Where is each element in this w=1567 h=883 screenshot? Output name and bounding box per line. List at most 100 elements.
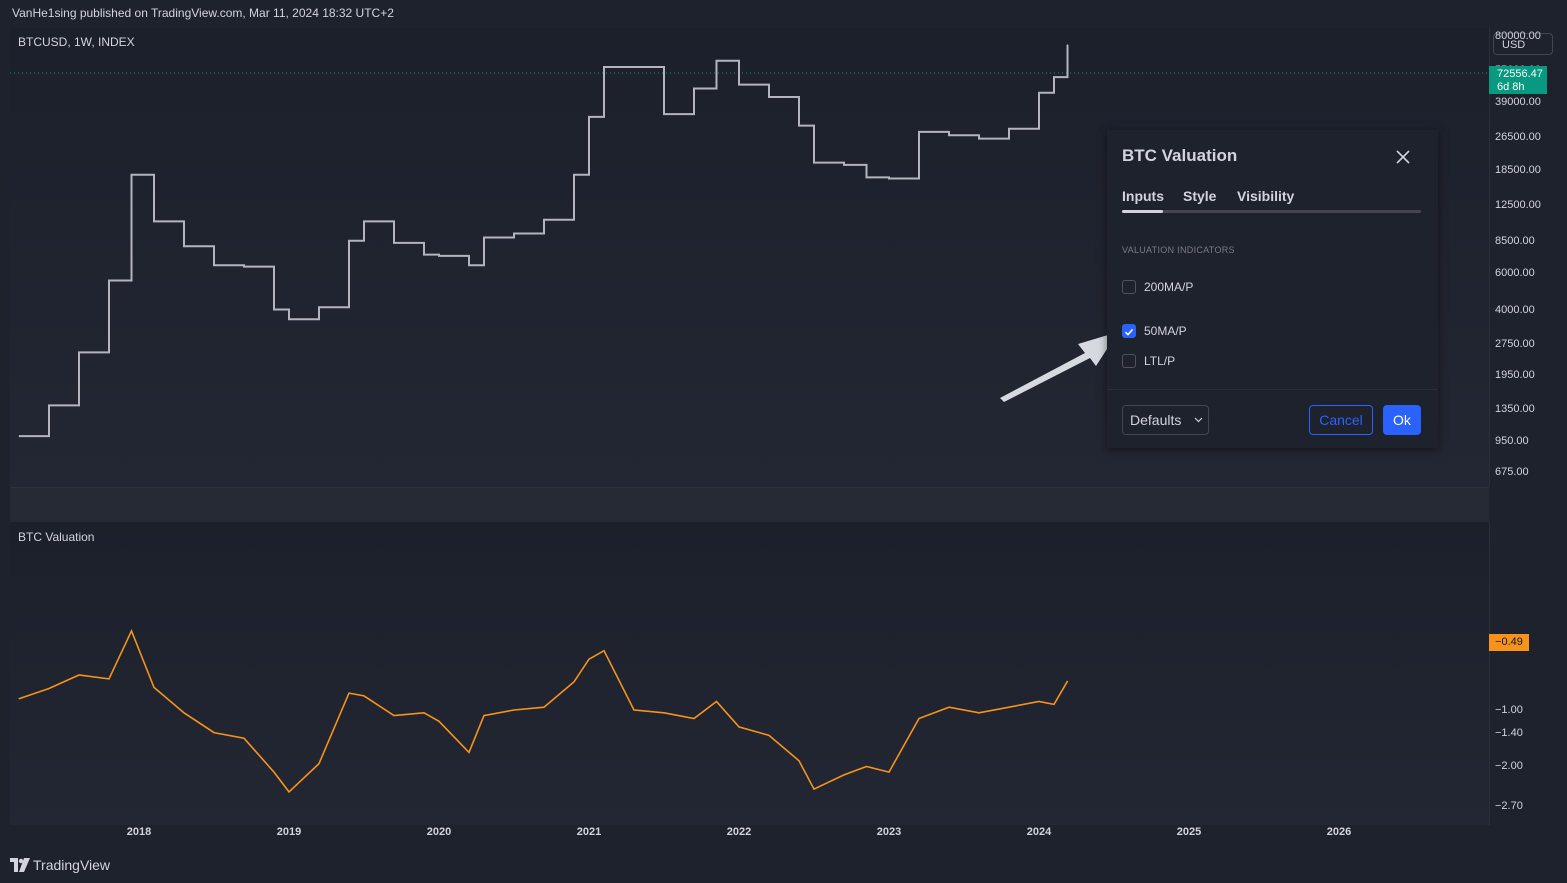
active-tab-indicator [1122,210,1163,213]
arrow-shape [1000,332,1118,402]
defaults-dropdown[interactable]: Defaults [1122,405,1209,435]
valuation-point [543,706,545,708]
price-series-line [19,44,1069,438]
price-point [318,306,320,308]
checkbox-ltl-p[interactable] [1122,354,1136,368]
checkbox-50ma-p[interactable] [1122,324,1136,338]
price-point [213,264,215,266]
valuation-point [918,718,920,719]
price-chart[interactable] [10,28,1489,487]
valuation-point [663,712,665,714]
price-point [693,88,695,89]
option-label-50ma-p[interactable]: 50MA/P [1144,324,1187,338]
price-point [738,84,740,86]
price-point [468,264,470,266]
price-point [348,240,350,242]
valuation-tick-label: −2.00 [1495,760,1523,773]
last-valuation-label: −0.49 [1489,634,1529,651]
price-point [633,66,635,68]
price-point [843,164,845,166]
price-point [363,220,365,222]
option-label-200ma-p[interactable]: 200MA/P [1144,280,1194,294]
price-tick-label: 8500.00 [1495,234,1535,247]
close-icon[interactable] [1392,146,1414,168]
valuation-point [108,678,110,680]
valuation-point [633,709,635,711]
year-tick-label: 2024 [1026,826,1052,838]
price-point [423,254,425,256]
valuation-point [1038,701,1040,702]
price-point [543,219,545,221]
indicator-settings-dialog: BTC Valuation Inputs Style Visibility VA… [1107,130,1438,448]
price-tick-label: 6000.00 [1495,266,1535,279]
valuation-point [273,771,275,773]
valuation-point [153,686,155,688]
price-point [866,176,867,178]
year-tick-label: 2021 [576,826,602,838]
valuation-point [363,695,365,697]
ok-button[interactable]: Ok [1383,405,1421,435]
valuation-axis[interactable] [1489,522,1567,825]
valuation-point [768,734,770,736]
price-point [288,318,290,320]
price-axis[interactable] [1489,28,1567,487]
tradingview-logo-icon[interactable] [10,858,30,872]
symbol-label: BTCUSD, 1W, INDEX [18,35,135,49]
price-point [273,309,275,310]
tab-visibility[interactable]: Visibility [1237,188,1295,204]
price-point [131,174,132,176]
dialog-title: BTC Valuation [1122,146,1238,165]
price-point [813,162,815,164]
tab-inputs[interactable]: Inputs [1122,188,1164,204]
valuation-point [183,712,185,714]
annotation-arrow [1000,332,1118,402]
valuation-point [716,701,717,702]
price-point [798,125,800,127]
price-point [108,280,110,281]
price-point [588,116,590,118]
checkmark-icon [1124,328,1134,336]
price-point [483,237,485,238]
valuation-chart[interactable] [10,522,1489,825]
cancel-button[interactable]: Cancel [1309,405,1373,435]
valuation-pane[interactable]: BTC Valuation [10,522,1489,825]
price-tick-label: 12500.00 [1495,199,1541,212]
valuation-point [131,630,132,632]
price-tick-label: 4000.00 [1495,303,1535,316]
valuation-point [468,751,470,753]
valuation-series-line [18,628,1069,794]
tradingview-brand[interactable]: TradingView [33,857,111,873]
valuation-point [1008,706,1010,708]
currency-selector[interactable]: USD [1493,33,1553,55]
price-point [1067,44,1068,46]
year-tick-label: 2023 [876,826,902,838]
valuation-point [603,650,605,652]
year-tick-label: 2020 [426,826,452,838]
year-tick-label: 2026 [1326,826,1352,838]
tab-style[interactable]: Style [1183,188,1217,204]
published-caption: VanHe1sing published on TradingView.com,… [12,6,394,20]
valuation-point [423,712,425,714]
valuation-label: BTC Valuation [18,530,95,544]
option-label-ltl-p[interactable]: LTL/P [1144,354,1176,368]
last-price-label: 72556.47 6d 8h [1489,66,1547,94]
chevron-down-icon [1194,417,1203,423]
price-point [603,66,605,68]
last-price-value: 72556.47 [1497,68,1543,80]
valuation-point [78,674,80,676]
valuation-point [1053,703,1055,705]
year-tick-label: 2025 [1176,826,1202,838]
price-point [888,178,890,179]
price-tick-label: 950.00 [1495,434,1529,447]
valuation-point [513,709,515,711]
valuation-point [243,737,245,739]
pane-separator[interactable] [10,487,1489,523]
price-point [513,233,515,234]
price-tick-label: 39000.00 [1495,95,1541,108]
price-point [1008,128,1010,130]
time-axis[interactable] [10,825,1489,849]
price-point [18,435,20,437]
price-point [393,242,395,244]
valuation-point [348,692,350,694]
checkbox-200ma-p[interactable] [1122,280,1136,294]
